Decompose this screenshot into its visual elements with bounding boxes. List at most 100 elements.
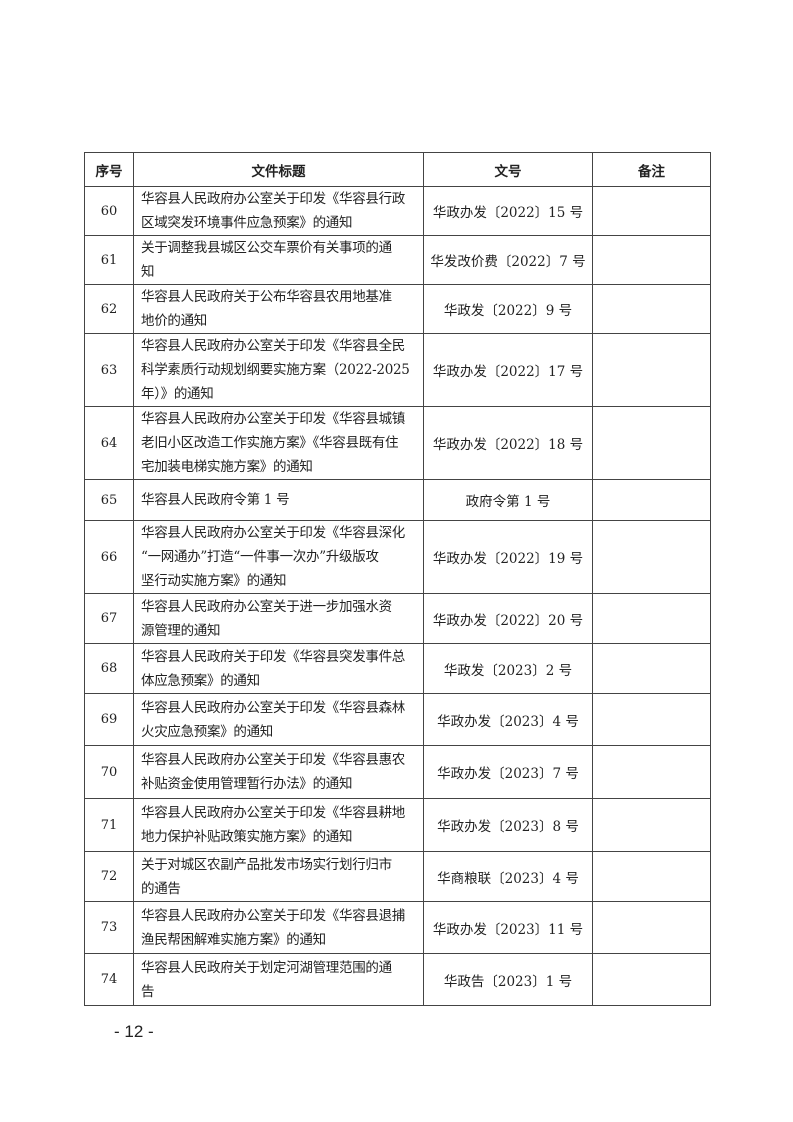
row-index: 67	[84, 593, 134, 644]
row-title: 华容县人民政府办公室关于印发《华容县惠农 补贴资金使用管理暂行办法》的通知	[133, 745, 424, 799]
title-line: 补贴资金使用管理暂行办法》的通知	[141, 776, 353, 792]
header-title: 文件标题	[133, 152, 424, 187]
row-index: 70	[84, 745, 134, 799]
row-index: 69	[84, 693, 134, 746]
table-row: 64 华容县人民政府办公室关于印发《华容县城镇 老旧小区改造工作实施方案》《华容县既…	[84, 406, 711, 480]
title-line: 华容县人民政府关于印发《华容县突发事件总	[141, 648, 405, 665]
header-remarks: 备注	[592, 152, 711, 187]
title-line: 年）》的通知	[141, 386, 214, 402]
row-index: 66	[84, 520, 134, 594]
table-row: 66 华容县人民政府办公室关于印发《华容县深化 “一网通办”打造“一件事一次办”升级…	[84, 520, 711, 594]
title-line: 华容县人民政府办公室关于印发《华容县耕地	[141, 805, 405, 821]
row-index: 60	[84, 186, 134, 236]
row-doc-no: 政府令第 1 号	[423, 479, 593, 521]
row-doc-no: 华政办发〔2023〕4 号	[423, 693, 593, 746]
row-title: 华容县人民政府关于划定河湖管理范围的通告	[133, 953, 424, 1006]
table-row: 65 华容县人民政府令第 1 号 政府令第 1 号	[84, 479, 711, 521]
title-line: 华容县人民政府办公室关于印发《华容县全民	[141, 338, 405, 354]
row-index: 73	[84, 901, 134, 954]
title-line: 源管理的通知	[141, 622, 221, 639]
row-remarks	[592, 693, 711, 746]
title-line: 科学素质行动规划纲要实施方案（2022-2025	[141, 362, 410, 378]
table-row: 73 华容县人民政府办公室关于印发《华容县退捕 渔民帮困解难实施方案》的通知 华政办发…	[84, 901, 711, 954]
row-index: 63	[84, 333, 134, 407]
row-doc-no: 华政告〔2023〕1 号	[423, 953, 593, 1006]
row-doc-no: 华政发〔2023〕2 号	[423, 643, 593, 694]
table-row: 68 华容县人民政府关于印发《华容县突发事件总 体应急预案》的通知 华政发〔2023〕…	[84, 643, 711, 694]
row-index: 74	[84, 953, 134, 1006]
row-remarks	[592, 745, 711, 799]
row-doc-no: 华政办发〔2023〕11 号	[423, 901, 593, 954]
table-row: 67 华容县人民政府办公室关于进一步加强水资 源管理的通知 华政办发〔2022〕20 …	[84, 593, 711, 644]
table-row: 72 关于对城区农副产品批发市场实行划行归市 的通告 华商粮联〔2023〕4 号	[84, 851, 711, 902]
row-index: 65	[84, 479, 134, 521]
table-header-row: 序号 文件标题 文号 备注	[84, 152, 711, 187]
table-row: 71 华容县人民政府办公室关于印发《华容县耕地 地力保护补贴政策实施方案》的通知 华政…	[84, 798, 711, 852]
row-remarks	[592, 851, 711, 902]
row-remarks	[592, 901, 711, 954]
row-doc-no: 华政发〔2022〕9 号	[423, 284, 593, 334]
title-line: 知	[141, 264, 155, 280]
title-line: 华容县人民政府办公室关于印发《华容县行政	[141, 191, 405, 207]
row-title: 华容县人民政府令第 1 号	[133, 479, 424, 521]
title-line: 火灾应急预案》的通知	[141, 723, 273, 740]
row-title: 华容县人民政府办公室关于印发《华容县深化 “一网通办”打造“一件事一次办”升级版攻…	[133, 520, 424, 594]
title-line: 区域突发环境事件应急预案》的通知	[141, 215, 353, 231]
title-line: 体应急预案》的通知	[141, 672, 260, 689]
table-row: 60 华容县人民政府办公室关于印发《华容县行政 区域突发环境事件应急预案》的通知 华政…	[84, 186, 711, 236]
document-table: 序号 文件标题 文号 备注 60 华容县人民政府办公室关于印发《华容县行政 区域突发…	[84, 152, 711, 1006]
table-row: 70 华容县人民政府办公室关于印发《华容县惠农 补贴资金使用管理暂行办法》的通知 华政…	[84, 745, 711, 799]
title-line: 关于调整我县城区公交车票价有关事项的通	[141, 240, 392, 256]
row-title: 华容县人民政府办公室关于印发《华容县退捕 渔民帮困解难实施方案》的通知	[133, 901, 424, 954]
table-row: 74 华容县人民政府关于划定河湖管理范围的通告华政告〔2023〕1 号	[84, 953, 711, 1006]
title-line: 老旧小区改造工作实施方案》《华容县既有住	[141, 435, 399, 451]
row-remarks	[592, 479, 711, 521]
title-line: 坚行动实施方案》的通知	[141, 573, 287, 589]
title-line: 华容县人民政府办公室关于进一步加强水资	[141, 598, 392, 615]
title-line: 告	[141, 983, 155, 1000]
header-doc-no: 文号	[423, 152, 593, 187]
row-doc-no: 华政办发〔2022〕15 号	[423, 186, 593, 236]
row-title: 华容县人民政府关于印发《华容县突发事件总 体应急预案》的通知	[133, 643, 424, 694]
table-body: 60 华容县人民政府办公室关于印发《华容县行政 区域突发环境事件应急预案》的通知 华政…	[84, 186, 711, 1006]
row-title: 华容县人民政府办公室关于印发《华容县森林 火灾应急预案》的通知	[133, 693, 424, 746]
title-line: 关于对城区农副产品批发市场实行划行归市	[141, 856, 392, 873]
title-line: 华容县人民政府关于公布华容县农用地基准	[141, 289, 392, 305]
row-remarks	[592, 284, 711, 334]
row-doc-no: 华政办发〔2022〕17 号	[423, 333, 593, 407]
row-doc-no: 华商粮联〔2023〕4 号	[423, 851, 593, 902]
row-title: 关于调整我县城区公交车票价有关事项的通知	[133, 235, 424, 285]
table-row: 63 华容县人民政府办公室关于印发《华容县全民 科学素质行动规划纲要实施方案（202…	[84, 333, 711, 407]
row-doc-no: 华政办发〔2023〕8 号	[423, 798, 593, 852]
row-doc-no: 华政办发〔2022〕20 号	[423, 593, 593, 644]
row-remarks	[592, 643, 711, 694]
title-line: 华容县人民政府令第 1 号	[141, 492, 290, 508]
row-index: 64	[84, 406, 134, 480]
title-line: 华容县人民政府办公室关于印发《华容县退捕	[141, 907, 405, 924]
row-index: 61	[84, 235, 134, 285]
title-line: 的通告	[141, 880, 181, 897]
row-remarks	[592, 235, 711, 285]
header-index: 序号	[84, 152, 134, 187]
table-row: 69 华容县人民政府办公室关于印发《华容县森林 火灾应急预案》的通知 华政办发〔202…	[84, 693, 711, 746]
table-row: 62 华容县人民政府关于公布华容县农用地基准 地价的通知 华政发〔2022〕9 号	[84, 284, 711, 334]
title-line: 地价的通知	[141, 313, 207, 329]
row-title: 华容县人民政府办公室关于印发《华容县城镇 老旧小区改造工作实施方案》《华容县既有住…	[133, 406, 424, 480]
title-line: 华容县人民政府办公室关于印发《华容县城镇	[141, 411, 405, 427]
row-index: 62	[84, 284, 134, 334]
row-title: 华容县人民政府办公室关于进一步加强水资 源管理的通知	[133, 593, 424, 644]
title-line: “一网通办”打造“一件事一次办”升级版攻	[141, 549, 379, 565]
row-remarks	[592, 333, 711, 407]
row-remarks	[592, 593, 711, 644]
row-remarks	[592, 406, 711, 480]
row-index: 72	[84, 851, 134, 902]
row-remarks	[592, 520, 711, 594]
row-title: 关于对城区农副产品批发市场实行划行归市 的通告	[133, 851, 424, 902]
title-line: 华容县人民政府办公室关于印发《华容县森林	[141, 699, 405, 716]
title-line: 华容县人民政府办公室关于印发《华容县惠农	[141, 752, 405, 768]
row-remarks	[592, 798, 711, 852]
row-title: 华容县人民政府关于公布华容县农用地基准 地价的通知	[133, 284, 424, 334]
row-index: 68	[84, 643, 134, 694]
row-remarks	[592, 953, 711, 1006]
title-line: 宅加装电梯实施方案》的通知	[141, 459, 313, 475]
